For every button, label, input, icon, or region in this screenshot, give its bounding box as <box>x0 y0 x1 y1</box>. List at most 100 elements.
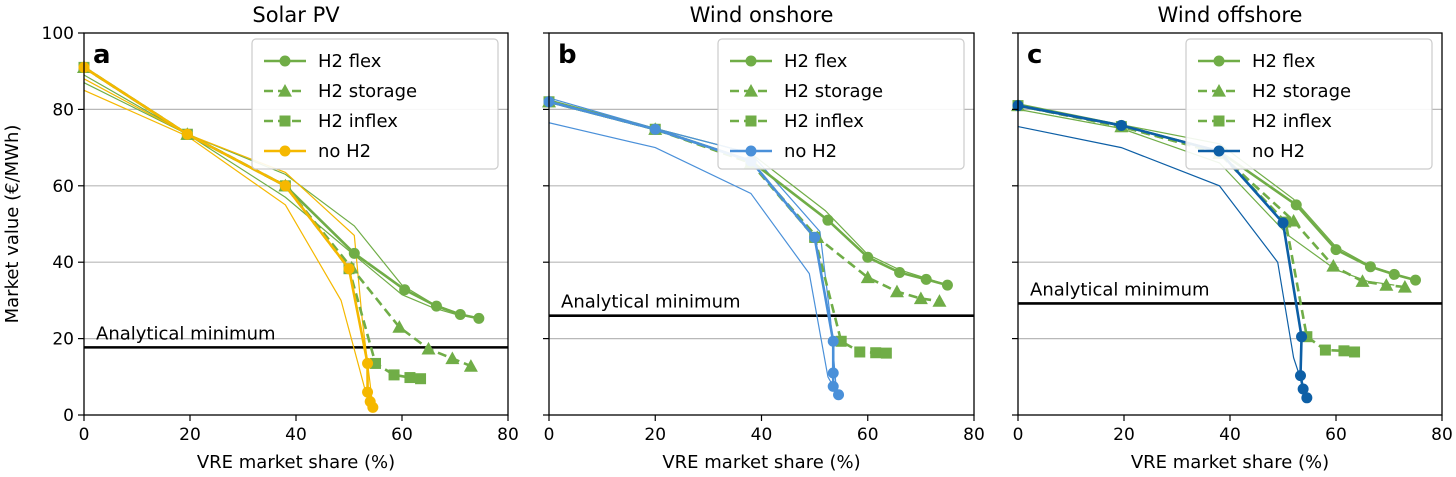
legend-entry-h2-inflex: H2 inflex <box>1198 111 1332 132</box>
legend-label: H2 storage <box>1252 81 1351 102</box>
data-point <box>348 247 360 259</box>
data-point <box>454 309 466 321</box>
legend-marker <box>279 145 291 157</box>
data-point <box>913 291 928 305</box>
analytical-minimum-label: Analytical minimum <box>96 323 276 344</box>
x-tick-label: 60 <box>857 425 879 445</box>
x-tick-label: 0 <box>544 425 555 445</box>
data-point <box>1297 383 1309 395</box>
legend-label: H2 flex <box>784 51 848 72</box>
sensitivity-line <box>1017 126 1308 398</box>
panel-letter: c <box>1027 40 1042 70</box>
data-point <box>279 180 291 192</box>
legend-marker <box>1213 55 1225 67</box>
legend-marker <box>1213 115 1225 127</box>
panel-letter: b <box>558 40 577 70</box>
legend-marker <box>745 55 757 67</box>
data-point <box>404 372 416 384</box>
legend-entry-h2-inflex: H2 inflex <box>730 111 864 132</box>
data-point <box>1338 345 1350 357</box>
x-tick-label: 0 <box>79 425 90 445</box>
legend-label: H2 storage <box>318 81 417 102</box>
legend-marker <box>745 145 757 157</box>
legend-entry-no-h2: no H2 <box>1198 141 1305 162</box>
x-tick-label: 40 <box>751 425 773 445</box>
y-tick-label: 80 <box>52 100 74 120</box>
legend-entry-h2-storage: H2 storage <box>1198 81 1351 102</box>
legend-entry-h2-inflex: H2 inflex <box>264 111 398 132</box>
panel-wind-offshore: Analytical minimum 0 20 40 60 80 VRE market sh… <box>1011 3 1453 473</box>
legend: H2 flex H2 storage H2 inflex no H2 <box>717 38 965 170</box>
data-point <box>1296 331 1308 343</box>
data-point <box>181 128 193 140</box>
x-tick-label: 20 <box>644 425 666 445</box>
panel-solar-pv: Analytical minimum 0 20 40 60 80 0 20 40 60 80 100 V… <box>42 3 519 473</box>
legend-label: H2 flex <box>318 51 382 72</box>
data-point <box>941 279 953 291</box>
panel-title: Solar PV <box>252 3 340 27</box>
data-point <box>1410 274 1421 286</box>
legend-entry-h2-storage: H2 storage <box>730 81 883 102</box>
panel-title: Wind onshore <box>690 3 834 27</box>
x-tick-label: 0 <box>1013 425 1024 445</box>
y-tick-label: 100 <box>42 24 74 44</box>
data-point <box>421 341 436 355</box>
x-tick-label: 20 <box>179 425 201 445</box>
data-point <box>1379 278 1394 291</box>
data-point <box>430 300 442 312</box>
panel-title: Wind offshore <box>1158 3 1303 27</box>
legend-label: no H2 <box>784 141 837 162</box>
data-point <box>833 389 845 401</box>
legend-entry-h2-flex: H2 flex <box>264 51 382 72</box>
data-point <box>827 380 839 392</box>
data-point <box>854 346 866 358</box>
x-tick-label: 40 <box>285 425 307 445</box>
data-point <box>1388 268 1400 280</box>
data-point <box>415 373 427 385</box>
data-point <box>920 273 932 285</box>
x-tick-label: 60 <box>391 425 413 445</box>
legend-marker <box>745 115 757 127</box>
data-point <box>362 357 374 369</box>
x-axis-label: VRE market share (%) <box>1131 452 1329 473</box>
data-point <box>809 231 821 243</box>
legend-marker <box>744 84 758 97</box>
data-point <box>343 263 355 275</box>
legend-marker <box>1213 145 1225 157</box>
data-point <box>1397 280 1412 293</box>
legend-label: H2 inflex <box>318 111 398 132</box>
data-point <box>889 284 904 298</box>
data-point <box>649 123 661 135</box>
sensitivity-line <box>548 122 840 397</box>
sensitivity-line <box>83 89 371 410</box>
y-tick-label: 40 <box>52 253 74 273</box>
data-point <box>860 270 875 284</box>
legend-entry-h2-storage: H2 storage <box>264 81 417 102</box>
x-tick-label: 80 <box>497 425 519 445</box>
data-point <box>1294 370 1306 382</box>
legend-entry-h2-flex: H2 flex <box>1198 51 1316 72</box>
data-point <box>1330 244 1342 256</box>
data-point <box>827 367 839 379</box>
data-point <box>932 294 947 307</box>
legend-label: H2 storage <box>784 81 883 102</box>
legend-box <box>251 38 499 170</box>
data-point <box>1277 217 1289 229</box>
panel-wind-onshore: Analytical minimum 0 20 40 60 80 VRE market sh… <box>542 3 985 473</box>
data-point <box>1364 261 1376 273</box>
series-line-h2-storage <box>1017 104 1406 289</box>
legend-label: no H2 <box>318 141 371 162</box>
legend-label: H2 flex <box>1252 51 1316 72</box>
legend-entry-h2-flex: H2 flex <box>730 51 848 72</box>
legend: H2 flex H2 storage H2 inflex no H2 <box>251 38 499 170</box>
legend-label: H2 inflex <box>784 111 864 132</box>
data-point <box>1349 346 1361 358</box>
data-point <box>1326 259 1341 272</box>
panel-letter: a <box>93 40 111 70</box>
data-point <box>367 401 379 413</box>
data-point <box>1355 274 1370 287</box>
analytical-minimum-label: Analytical minimum <box>561 292 741 313</box>
x-tick-label: 80 <box>963 425 985 445</box>
data-point <box>463 359 478 372</box>
data-point <box>822 214 834 226</box>
